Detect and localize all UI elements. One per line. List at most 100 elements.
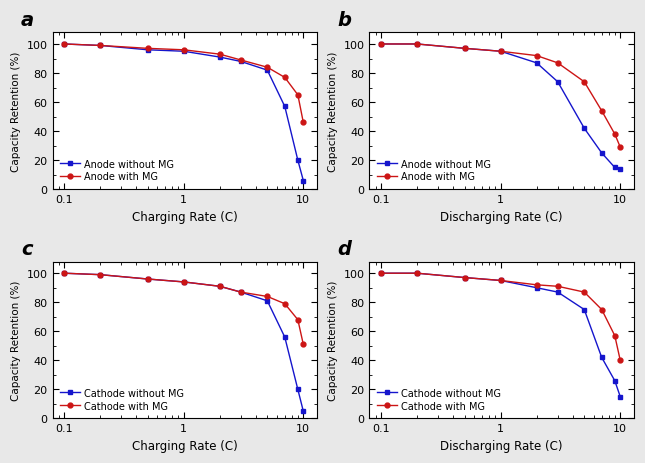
Cathode with MG — [598, 307, 606, 313]
X-axis label: Charging Rate (C): Charging Rate (C) — [132, 210, 237, 223]
Line: Anode without MG: Anode without MG — [62, 43, 306, 183]
Cathode with MG — [294, 317, 302, 323]
Cathode without MG — [611, 378, 619, 384]
Line: Cathode without MG: Cathode without MG — [379, 271, 622, 399]
Anode without MG — [96, 44, 104, 49]
Text: c: c — [21, 240, 32, 259]
Cathode without MG — [299, 408, 307, 414]
Anode with MG — [294, 93, 302, 99]
Cathode with MG — [263, 294, 271, 300]
Y-axis label: Capacity Retention (%): Capacity Retention (%) — [11, 51, 21, 172]
Anode with MG — [598, 109, 606, 114]
Legend: Cathode without MG, Cathode with MG: Cathode without MG, Cathode with MG — [57, 385, 186, 414]
Legend: Anode without MG, Anode with MG: Anode without MG, Anode with MG — [57, 156, 177, 185]
Anode with MG — [554, 61, 562, 67]
Anode without MG — [216, 55, 224, 61]
Cathode with MG — [281, 301, 289, 307]
Cathode with MG — [533, 282, 541, 288]
Cathode without MG — [281, 335, 289, 340]
Anode without MG — [554, 80, 562, 85]
Cathode with MG — [144, 276, 152, 282]
Line: Anode with MG: Anode with MG — [62, 43, 306, 125]
Anode with MG — [611, 132, 619, 138]
Cathode with MG — [60, 271, 68, 276]
Anode with MG — [580, 80, 588, 85]
Anode with MG — [299, 120, 307, 126]
Cathode with MG — [617, 358, 624, 363]
Cathode without MG — [617, 394, 624, 400]
Anode with MG — [497, 50, 504, 55]
Anode with MG — [96, 44, 104, 49]
Cathode without MG — [413, 271, 421, 276]
Cathode with MG — [216, 284, 224, 289]
Anode with MG — [144, 46, 152, 52]
Text: b: b — [338, 11, 352, 30]
Anode with MG — [281, 75, 289, 81]
Anode without MG — [60, 42, 68, 48]
Cathode without MG — [533, 285, 541, 291]
Cathode with MG — [580, 290, 588, 295]
Cathode without MG — [554, 290, 562, 295]
Anode without MG — [611, 165, 619, 171]
Text: d: d — [338, 240, 352, 259]
Cathode with MG — [497, 278, 504, 284]
Cathode with MG — [554, 284, 562, 289]
Cathode with MG — [377, 271, 385, 276]
Cathode without MG — [580, 307, 588, 313]
Anode without MG — [413, 42, 421, 48]
Anode with MG — [180, 48, 188, 53]
Anode without MG — [299, 178, 307, 184]
Text: a: a — [21, 11, 34, 30]
Cathode without MG — [377, 271, 385, 276]
Y-axis label: Capacity Retention (%): Capacity Retention (%) — [328, 51, 338, 172]
X-axis label: Charging Rate (C): Charging Rate (C) — [132, 439, 237, 452]
Cathode without MG — [96, 272, 104, 278]
Anode without MG — [461, 46, 468, 52]
Anode without MG — [497, 50, 504, 55]
Anode with MG — [60, 42, 68, 48]
Cathode without MG — [497, 278, 504, 284]
Anode without MG — [598, 151, 606, 156]
Line: Cathode with MG: Cathode with MG — [379, 271, 622, 363]
Anode without MG — [377, 42, 385, 48]
Anode without MG — [617, 167, 624, 172]
Anode without MG — [237, 60, 244, 65]
Cathode without MG — [60, 271, 68, 276]
Cathode with MG — [96, 272, 104, 278]
Cathode without MG — [461, 275, 468, 281]
Line: Anode with MG: Anode with MG — [379, 43, 622, 150]
Anode without MG — [580, 126, 588, 132]
Line: Cathode without MG: Cathode without MG — [62, 271, 306, 414]
Legend: Anode without MG, Anode with MG: Anode without MG, Anode with MG — [374, 156, 493, 185]
Cathode without MG — [144, 276, 152, 282]
Y-axis label: Capacity Retention (%): Capacity Retention (%) — [11, 280, 21, 400]
X-axis label: Discharging Rate (C): Discharging Rate (C) — [441, 210, 563, 223]
Cathode with MG — [299, 342, 307, 347]
Cathode without MG — [216, 284, 224, 289]
Anode without MG — [144, 48, 152, 53]
Cathode with MG — [413, 271, 421, 276]
Anode with MG — [237, 58, 244, 63]
Anode with MG — [461, 46, 468, 52]
Anode without MG — [533, 61, 541, 67]
Anode with MG — [216, 52, 224, 58]
Cathode without MG — [237, 290, 244, 295]
Anode with MG — [617, 145, 624, 150]
Legend: Cathode without MG, Cathode with MG: Cathode without MG, Cathode with MG — [374, 385, 504, 414]
Cathode with MG — [611, 333, 619, 339]
Anode with MG — [413, 42, 421, 48]
Cathode with MG — [461, 275, 468, 281]
Line: Anode without MG: Anode without MG — [379, 43, 622, 172]
Anode without MG — [180, 50, 188, 55]
Anode with MG — [377, 42, 385, 48]
Anode with MG — [533, 54, 541, 59]
Cathode without MG — [294, 387, 302, 392]
Anode with MG — [263, 65, 271, 71]
Cathode without MG — [263, 298, 271, 304]
Anode without MG — [294, 158, 302, 163]
Y-axis label: Capacity Retention (%): Capacity Retention (%) — [328, 280, 338, 400]
Anode without MG — [263, 68, 271, 74]
X-axis label: Discharging Rate (C): Discharging Rate (C) — [441, 439, 563, 452]
Cathode with MG — [180, 280, 188, 285]
Cathode without MG — [598, 355, 606, 361]
